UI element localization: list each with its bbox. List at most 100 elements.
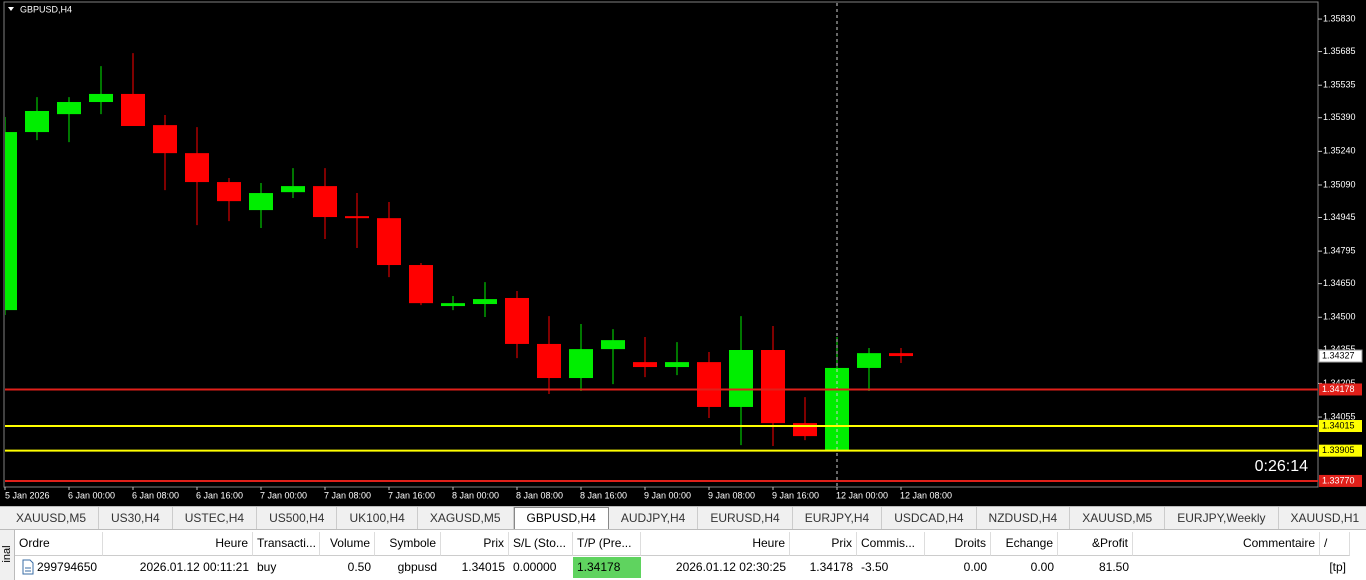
current-price-label: 1.34327 — [1322, 350, 1355, 360]
y-tick-label: 1.35390 — [1323, 112, 1356, 122]
y-tick-label: 1.35685 — [1323, 46, 1356, 56]
chart-tab[interactable]: USDCAD,H4 — [882, 507, 977, 529]
table-cell: 1.34178 — [809, 560, 853, 574]
countdown: 0:26:14 — [1255, 458, 1308, 475]
column-header[interactable]: Heure — [103, 532, 253, 556]
side-tab-label: inal — [1, 545, 13, 563]
x-tick-label: 12 Jan 08:00 — [900, 490, 952, 500]
chart-tabs: XAUUSD,M5 US30,H4 USTEC,H4 US500,H4 UK100,H4… — [0, 506, 1366, 530]
side-tab[interactable]: inal — [0, 530, 15, 580]
table-cell: 2026.01.12 02:30:25 — [675, 560, 786, 574]
column-header[interactable]: S/L (Sto... — [509, 532, 573, 556]
candle-body — [761, 350, 785, 424]
candle-body — [121, 93, 145, 127]
y-tick-label: 1.34205 — [1323, 378, 1356, 388]
candle-body — [633, 362, 657, 368]
chart-tab[interactable]: AUDJPY,H4 — [609, 507, 699, 529]
chart-tab[interactable]: EURJPY,Weekly — [1165, 507, 1279, 529]
candle-body — [377, 218, 401, 266]
column-header[interactable]: Volume — [320, 532, 375, 556]
column-header[interactable]: Prix — [790, 532, 857, 556]
chart-tab[interactable]: XAGUSD,M5 — [418, 507, 514, 529]
x-tick-label: 9 Jan 08:00 — [708, 490, 755, 500]
column-header[interactable]: Prix — [441, 532, 509, 556]
plot-frame — [3, 1, 1319, 488]
column-header[interactable]: Symbole — [375, 532, 441, 556]
x-tick-label: 8 Jan 08:00 — [516, 490, 563, 500]
column-header[interactable]: Commis... — [857, 532, 925, 556]
chart-tab[interactable]: XAUUSD,M5 — [4, 507, 100, 529]
table-cell: 1.34015 — [461, 560, 505, 574]
candle-body — [153, 125, 177, 154]
table-cell: 0.50 — [347, 560, 371, 574]
candle-body — [217, 182, 241, 202]
chart-tab[interactable]: USTEC,H4 — [173, 507, 258, 529]
column-header[interactable]: Transacti... — [253, 532, 320, 556]
table-cell: 0.00000 — [513, 560, 557, 574]
candle-body — [249, 193, 273, 211]
candle-body — [57, 102, 81, 115]
table-cell: 0.00 — [963, 560, 987, 574]
chart-tab[interactable]: XAUUSD,H1 — [1279, 507, 1366, 529]
x-tick-label: 9 Jan 16:00 — [772, 490, 819, 500]
table-cell: buy — [257, 560, 277, 574]
x-tick-label: 6 Jan 00:00 — [68, 490, 115, 500]
x-tick-label: 6 Jan 16:00 — [196, 490, 243, 500]
x-tick-label: 7 Jan 16:00 — [388, 490, 435, 500]
price-badge — [1319, 420, 1362, 433]
column-header[interactable]: Droits — [925, 532, 991, 556]
y-tick-label: 1.34055 — [1323, 411, 1356, 421]
column-header[interactable]: Ordre — [15, 532, 103, 556]
y-tick-label: 1.35830 — [1323, 13, 1356, 23]
price-badge-label: 1.34178 — [1322, 384, 1355, 394]
x-tick-label: 5 Jan 2026 — [5, 490, 50, 500]
candle-body — [825, 367, 849, 452]
y-tick-label: 1.34500 — [1323, 312, 1356, 322]
candle-body — [185, 153, 209, 183]
x-tick-label: 8 Jan 00:00 — [452, 490, 499, 500]
chart-tab[interactable]: US500,H4 — [257, 507, 338, 529]
candle-body — [505, 297, 529, 344]
candle-body — [313, 186, 337, 218]
menu-arrow[interactable] — [8, 7, 14, 11]
column-header[interactable]: T/P (Pre... — [573, 532, 641, 556]
table-cell: 299794650 — [37, 560, 98, 574]
orders-table: Ordre Heure Transacti... Volume Symbole Prix S… — [15, 532, 1366, 580]
price-badge — [1319, 474, 1362, 487]
candle-body — [889, 353, 913, 357]
y-tick-label: 1.35090 — [1323, 179, 1356, 189]
chart-tab[interactable]: EURUSD,H4 — [698, 507, 793, 529]
y-tick-label: 1.34355 — [1323, 344, 1356, 354]
candle-body — [601, 340, 625, 350]
candle-body — [5, 132, 17, 311]
price-badge — [1319, 383, 1362, 396]
y-tick-label: 1.34650 — [1323, 278, 1356, 288]
column-header[interactable]: Echange — [991, 532, 1058, 556]
candle-body — [473, 299, 497, 305]
candle-body — [281, 186, 305, 193]
chart-tab[interactable]: US30,H4 — [99, 507, 173, 529]
chart-tab[interactable]: EURJPY,H4 — [793, 507, 883, 529]
y-tick-label: 1.34795 — [1323, 245, 1356, 255]
chart-tab[interactable]: NZDUSD,H4 — [977, 507, 1071, 529]
chart-tab[interactable]: UK100,H4 — [337, 507, 418, 529]
column-header[interactable]: &Profit — [1058, 532, 1133, 556]
symbol-label: GBPUSD,H4 — [20, 4, 72, 14]
x-tick-label: 7 Jan 00:00 — [260, 490, 307, 500]
chart-tab[interactable]: XAUUSD,M5 — [1070, 507, 1166, 529]
order-icon — [22, 559, 34, 575]
candle-body — [857, 353, 881, 368]
table-cell: 0.00 — [1030, 560, 1054, 574]
current-price-badge — [1318, 349, 1363, 363]
column-header[interactable]: / — [1320, 532, 1350, 556]
column-header[interactable]: Heure — [641, 532, 790, 556]
table-cell: [tp] — [1329, 560, 1346, 574]
column-header[interactable]: Commentaire — [1133, 532, 1320, 556]
chart-tab[interactable]: GBPUSD,H4 — [513, 507, 609, 529]
table-cell: 81.50 — [1098, 560, 1129, 574]
x-tick-label: 6 Jan 08:00 — [132, 490, 179, 500]
table-cell: 2026.01.12 00:11:21 — [139, 560, 249, 574]
x-tick-label: 8 Jan 16:00 — [580, 490, 627, 500]
candle-body — [729, 350, 753, 407]
candle-body — [697, 362, 721, 407]
